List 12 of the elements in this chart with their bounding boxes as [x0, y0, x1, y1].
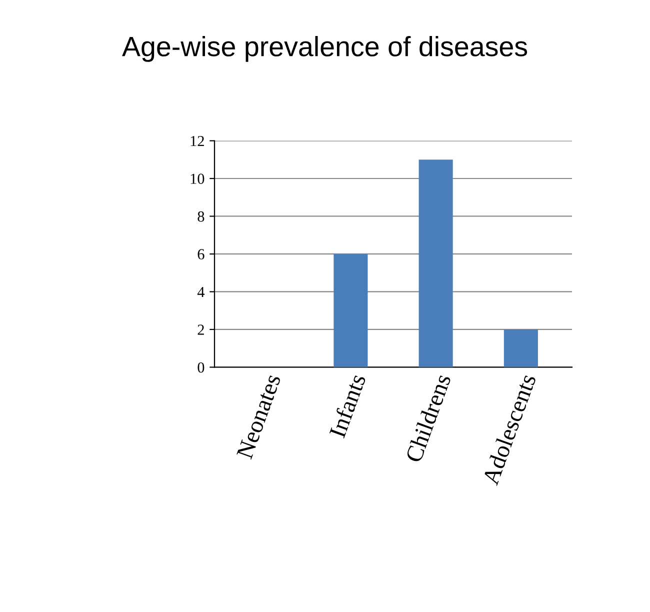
y-tick-label: 0 [198, 362, 204, 373]
bar [504, 329, 538, 368]
y-tick-label: 12 [190, 136, 204, 146]
bar [334, 254, 368, 368]
bar [418, 160, 453, 368]
y-tick-label: 4 [197, 286, 205, 298]
chart-title: Age-wise prevalence of diseases [122, 36, 528, 62]
y-tick-label: 2 [198, 324, 204, 335]
x-tick-label: Infants [328, 372, 366, 439]
y-tick-label: 8 [198, 211, 204, 222]
y-tick-label: 6 [198, 249, 204, 260]
y-tick-label: 10 [190, 174, 204, 184]
